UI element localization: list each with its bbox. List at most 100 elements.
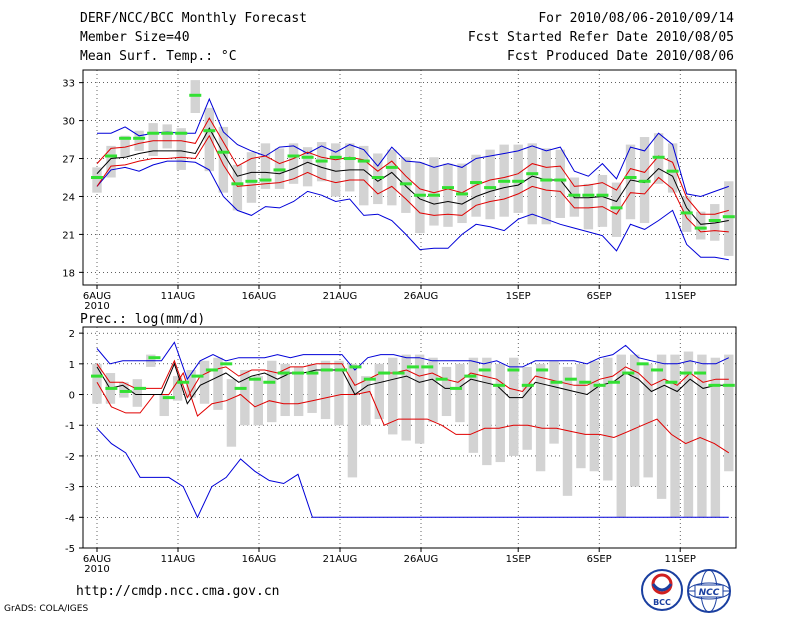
temp-spread-box xyxy=(176,128,186,170)
precip-y-tick-label: 2 xyxy=(69,329,75,340)
precip-spread-box xyxy=(92,363,102,404)
precip-spread-box xyxy=(482,357,492,466)
temp-spread-box xyxy=(667,143,678,193)
temp-spread-box xyxy=(162,124,172,149)
precip-spread-box xyxy=(253,376,264,426)
precip-spread-box xyxy=(226,379,237,447)
temp-lower-outer-line xyxy=(96,160,729,261)
precip-spread-box xyxy=(495,363,505,463)
forecast-produced-date: Fcst Produced Date 2010/08/06 xyxy=(507,49,734,64)
bcc-logo-text: BCC xyxy=(653,598,671,607)
temp-spread-box xyxy=(106,145,116,178)
temp-spread-box xyxy=(330,143,341,197)
temp-spread-box xyxy=(611,182,622,237)
temp-spread-box xyxy=(724,181,734,256)
precip-spread-box xyxy=(388,357,398,435)
temp-spread-box xyxy=(345,143,355,192)
precip-spread-box xyxy=(509,357,519,456)
precip-spread-box xyxy=(455,363,465,423)
temp-spread-box xyxy=(597,174,608,227)
ncc-logo-text: NCC xyxy=(699,588,720,598)
precip-spread-box xyxy=(630,354,640,487)
member-size: Member Size=40 xyxy=(80,30,190,45)
temp-ensemble-mean-line xyxy=(96,127,729,225)
temp-spread-box xyxy=(232,164,243,211)
temp-spread-box xyxy=(710,204,720,241)
precip-spread-box xyxy=(468,357,479,453)
precip-spread-box xyxy=(186,369,196,398)
temp-x-tick-label: 11SEP xyxy=(664,291,695,302)
forecast-period: For 2010/08/06-2010/09/14 xyxy=(538,11,734,26)
precip-spread-box xyxy=(401,354,411,441)
temp-x-tick-label: 21AUG xyxy=(323,291,358,302)
precip-y-tick-label: -5 xyxy=(65,544,75,555)
temp-spread-box xyxy=(443,163,453,227)
precip-spread-box xyxy=(603,357,613,481)
precip-spread-box xyxy=(562,366,573,496)
precip-spread-box xyxy=(307,363,317,413)
ncc-logo-icon: NCC xyxy=(687,569,731,613)
precip-x-tick-label: 6SEP xyxy=(587,554,612,565)
temp-spread-box xyxy=(541,148,551,225)
temp-spread-box xyxy=(120,135,130,158)
temp-spread-box xyxy=(288,143,299,184)
header-left: DERF/NCC/BCC Monthly Forecast Member Siz… xyxy=(80,10,307,67)
precip-spread-box xyxy=(428,357,438,423)
temp-x-tick-label: 6AUG xyxy=(83,291,111,302)
precip-spread-box xyxy=(697,354,707,518)
temp-spread-box xyxy=(302,147,313,187)
temp-spread-box xyxy=(513,144,523,213)
precip-spread-box xyxy=(656,354,667,499)
footer-url[interactable]: http://cmdp.ncc.cma.gov.cn xyxy=(76,584,280,599)
grads-credit: GrADS: COLA/IGES xyxy=(4,604,89,614)
precip-spread-box xyxy=(374,363,384,420)
temp-upper-outer-line xyxy=(97,97,729,198)
temp-spread-box xyxy=(471,154,481,217)
temp-spread-box xyxy=(148,123,158,156)
precip-y-tick-label: -2 xyxy=(65,452,75,463)
precip-y-tick-label: -1 xyxy=(65,421,75,432)
temp-x-tick-label: 11AUG xyxy=(161,291,196,302)
precip-spread-box xyxy=(213,357,223,410)
precip-ensemble-mean-line xyxy=(96,362,729,405)
temp-x-year-label: 2010 xyxy=(84,301,109,312)
temp-spread-box xyxy=(485,149,495,220)
precip-spread-box xyxy=(172,376,183,401)
precip-spread-box xyxy=(589,360,600,472)
precip-panel-title: Prec.: log(mm/d) xyxy=(80,312,206,327)
precip-spread-box xyxy=(683,351,694,518)
precip-spread-box xyxy=(267,360,277,423)
temp-spread-box xyxy=(555,149,566,218)
forecast-started-date: Fcst Started Refer Date 2010/08/05 xyxy=(467,30,734,45)
temp-spread-box xyxy=(218,126,229,193)
temp-y-tick-label: 27 xyxy=(62,155,75,166)
precip-spread-box xyxy=(616,354,626,518)
temp-spread-box xyxy=(696,211,706,240)
precip-spread-box xyxy=(441,366,452,417)
precip-spread-box xyxy=(522,366,532,450)
precip-y-tick-label: -3 xyxy=(65,483,75,494)
variable-label: Mean Surf. Temp.: °C xyxy=(80,49,237,64)
precip-x-year-label: 2010 xyxy=(84,564,109,575)
precip-spread-box xyxy=(643,363,653,478)
temp-spread-box xyxy=(583,183,594,230)
precip-y-tick-label: 1 xyxy=(69,360,75,371)
precip-x-tick-label: 16AUG xyxy=(242,554,277,565)
temp-spread-box xyxy=(625,144,636,220)
precip-spread-box xyxy=(549,360,559,444)
precip-spread-box xyxy=(535,363,546,472)
precip-spread-box xyxy=(280,363,290,417)
header-right: For 2010/08/06-2010/09/14 Fcst Started R… xyxy=(468,10,734,67)
precip-spread-box xyxy=(361,376,371,426)
precip-spread-box xyxy=(334,360,344,426)
precip-y-tick-label: 0 xyxy=(69,391,75,402)
precip-lower-inner-line xyxy=(96,371,730,454)
precip-x-tick-label: 11AUG xyxy=(161,554,196,565)
temp-y-tick-label: 21 xyxy=(62,230,75,241)
precip-spread-box xyxy=(119,382,129,398)
precip-spread-box xyxy=(347,363,358,478)
precip-upper-outer-line xyxy=(96,341,730,381)
temp-x-tick-label: 6SEP xyxy=(587,291,612,302)
temp-y-tick-label: 24 xyxy=(62,192,75,203)
